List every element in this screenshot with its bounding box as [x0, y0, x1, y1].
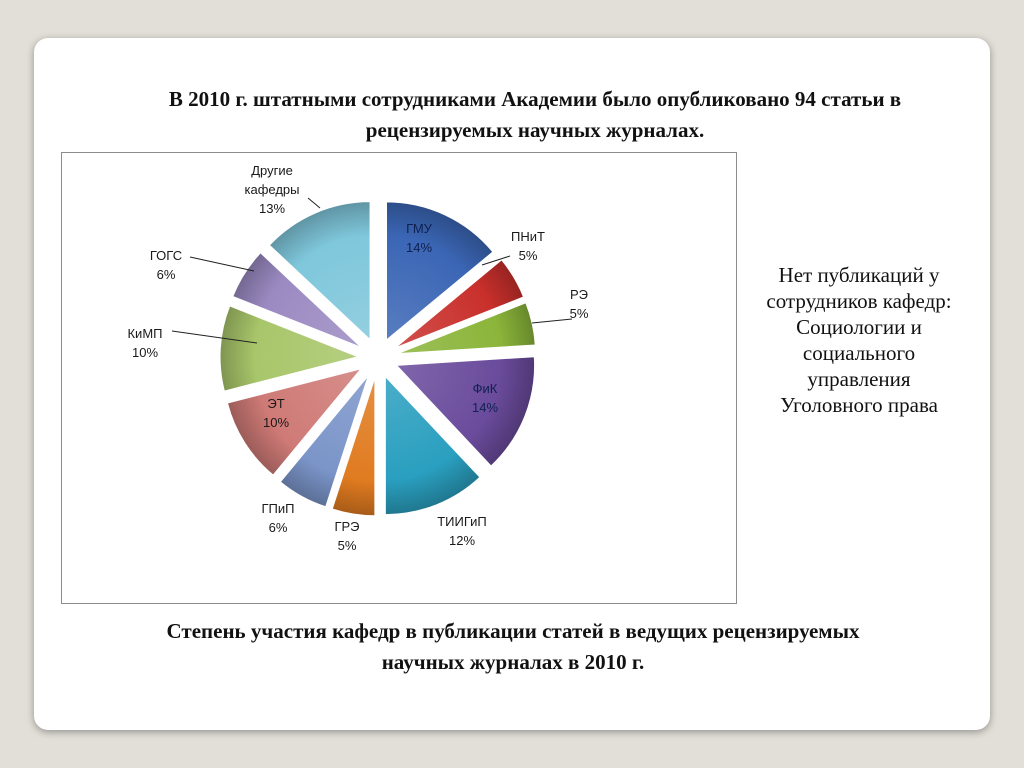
leader-line-3	[531, 318, 573, 324]
pie-slice-7	[279, 375, 369, 508]
pie-slice-5	[384, 375, 481, 516]
no-publications-note: Нет публикаций у сотрудников кафедр: Соц…	[738, 262, 980, 418]
pie-chart: ГМУ 14% ПНиТ 5% РЭ 5% ФиК 14% ТИИГиП 12% ГРЭ 5% ГПиП…	[127, 163, 589, 553]
slice-label-11: кафедры	[244, 182, 299, 197]
slice-percent-6: 5%	[338, 538, 357, 553]
leader-line-11	[307, 197, 321, 209]
slice-label-8: ЭТ	[267, 396, 284, 411]
pie-slice-9	[219, 305, 360, 392]
note-line-4: социального	[802, 341, 916, 365]
slice-percent-10: 6%	[157, 267, 176, 282]
slide-title: В 2010 г. штатными сотрудниками Академии…	[80, 84, 990, 146]
slice-label-6: ГРЭ	[334, 519, 359, 534]
slice-label-5: ТИИГиП	[437, 514, 487, 529]
slice-label-9: КиМП	[127, 326, 162, 341]
slice-percent-3: 5%	[570, 306, 589, 321]
leader-line-10	[189, 256, 255, 272]
leader-line-9	[171, 330, 258, 344]
caption-line-1: Степень участия кафедр в публикации стат…	[166, 619, 860, 643]
leader-line-2	[481, 255, 511, 266]
slice-percent-2: 5%	[519, 248, 538, 263]
pie-center	[364, 344, 392, 372]
note-line-3: Социологии и	[796, 315, 922, 339]
slice-percent-5: 12%	[449, 533, 475, 548]
slice-percent-4: 14%	[472, 400, 498, 415]
pie-slice-2	[394, 259, 525, 349]
note-line-5: управления	[807, 367, 911, 391]
slide-caption: Степень участия кафедр в публикации стат…	[60, 616, 966, 678]
slice-label-1: ГМУ	[406, 221, 433, 236]
caption-line-2: научных журналах в 2010 г.	[381, 650, 645, 674]
slice-label-3: РЭ	[570, 287, 588, 302]
slice-percent-8: 10%	[263, 415, 289, 430]
slice-label-10: ГОГС	[150, 248, 182, 263]
pie-chart-frame: ГМУ 14% ПНиТ 5% РЭ 5% ФиК 14% ТИИГиП 12% ГРЭ 5% ГПиП…	[61, 152, 737, 604]
slice-percent-1: 14%	[406, 240, 432, 255]
slice-percent-9: 10%	[132, 345, 158, 360]
note-line-6: Уголовного права	[780, 393, 938, 417]
pie-slice-4	[395, 356, 536, 467]
pie-slice-3	[397, 302, 536, 355]
slice-percent-7: 6%	[269, 520, 288, 535]
pie-slice-8	[226, 367, 363, 476]
slice-label-11: Другие	[251, 163, 293, 178]
slice-percent-11: 13%	[259, 201, 285, 216]
pie-slice-11	[268, 201, 371, 341]
pie-slice-6	[331, 377, 376, 517]
slice-label-4: ФиК	[473, 381, 498, 396]
note-line-2: сотрудников кафедр:	[766, 289, 952, 313]
note-line-1: Нет публикаций у	[778, 263, 940, 287]
pie-slice-1	[386, 201, 494, 341]
title-line-1: В 2010 г. штатными сотрудниками Академии…	[168, 87, 902, 111]
pie-slice-10	[232, 252, 362, 348]
slice-label-2: ПНиТ	[511, 229, 545, 244]
title-line-2: рецензируемых научных журналах.	[365, 118, 705, 142]
slice-label-7: ГПиП	[262, 501, 295, 516]
